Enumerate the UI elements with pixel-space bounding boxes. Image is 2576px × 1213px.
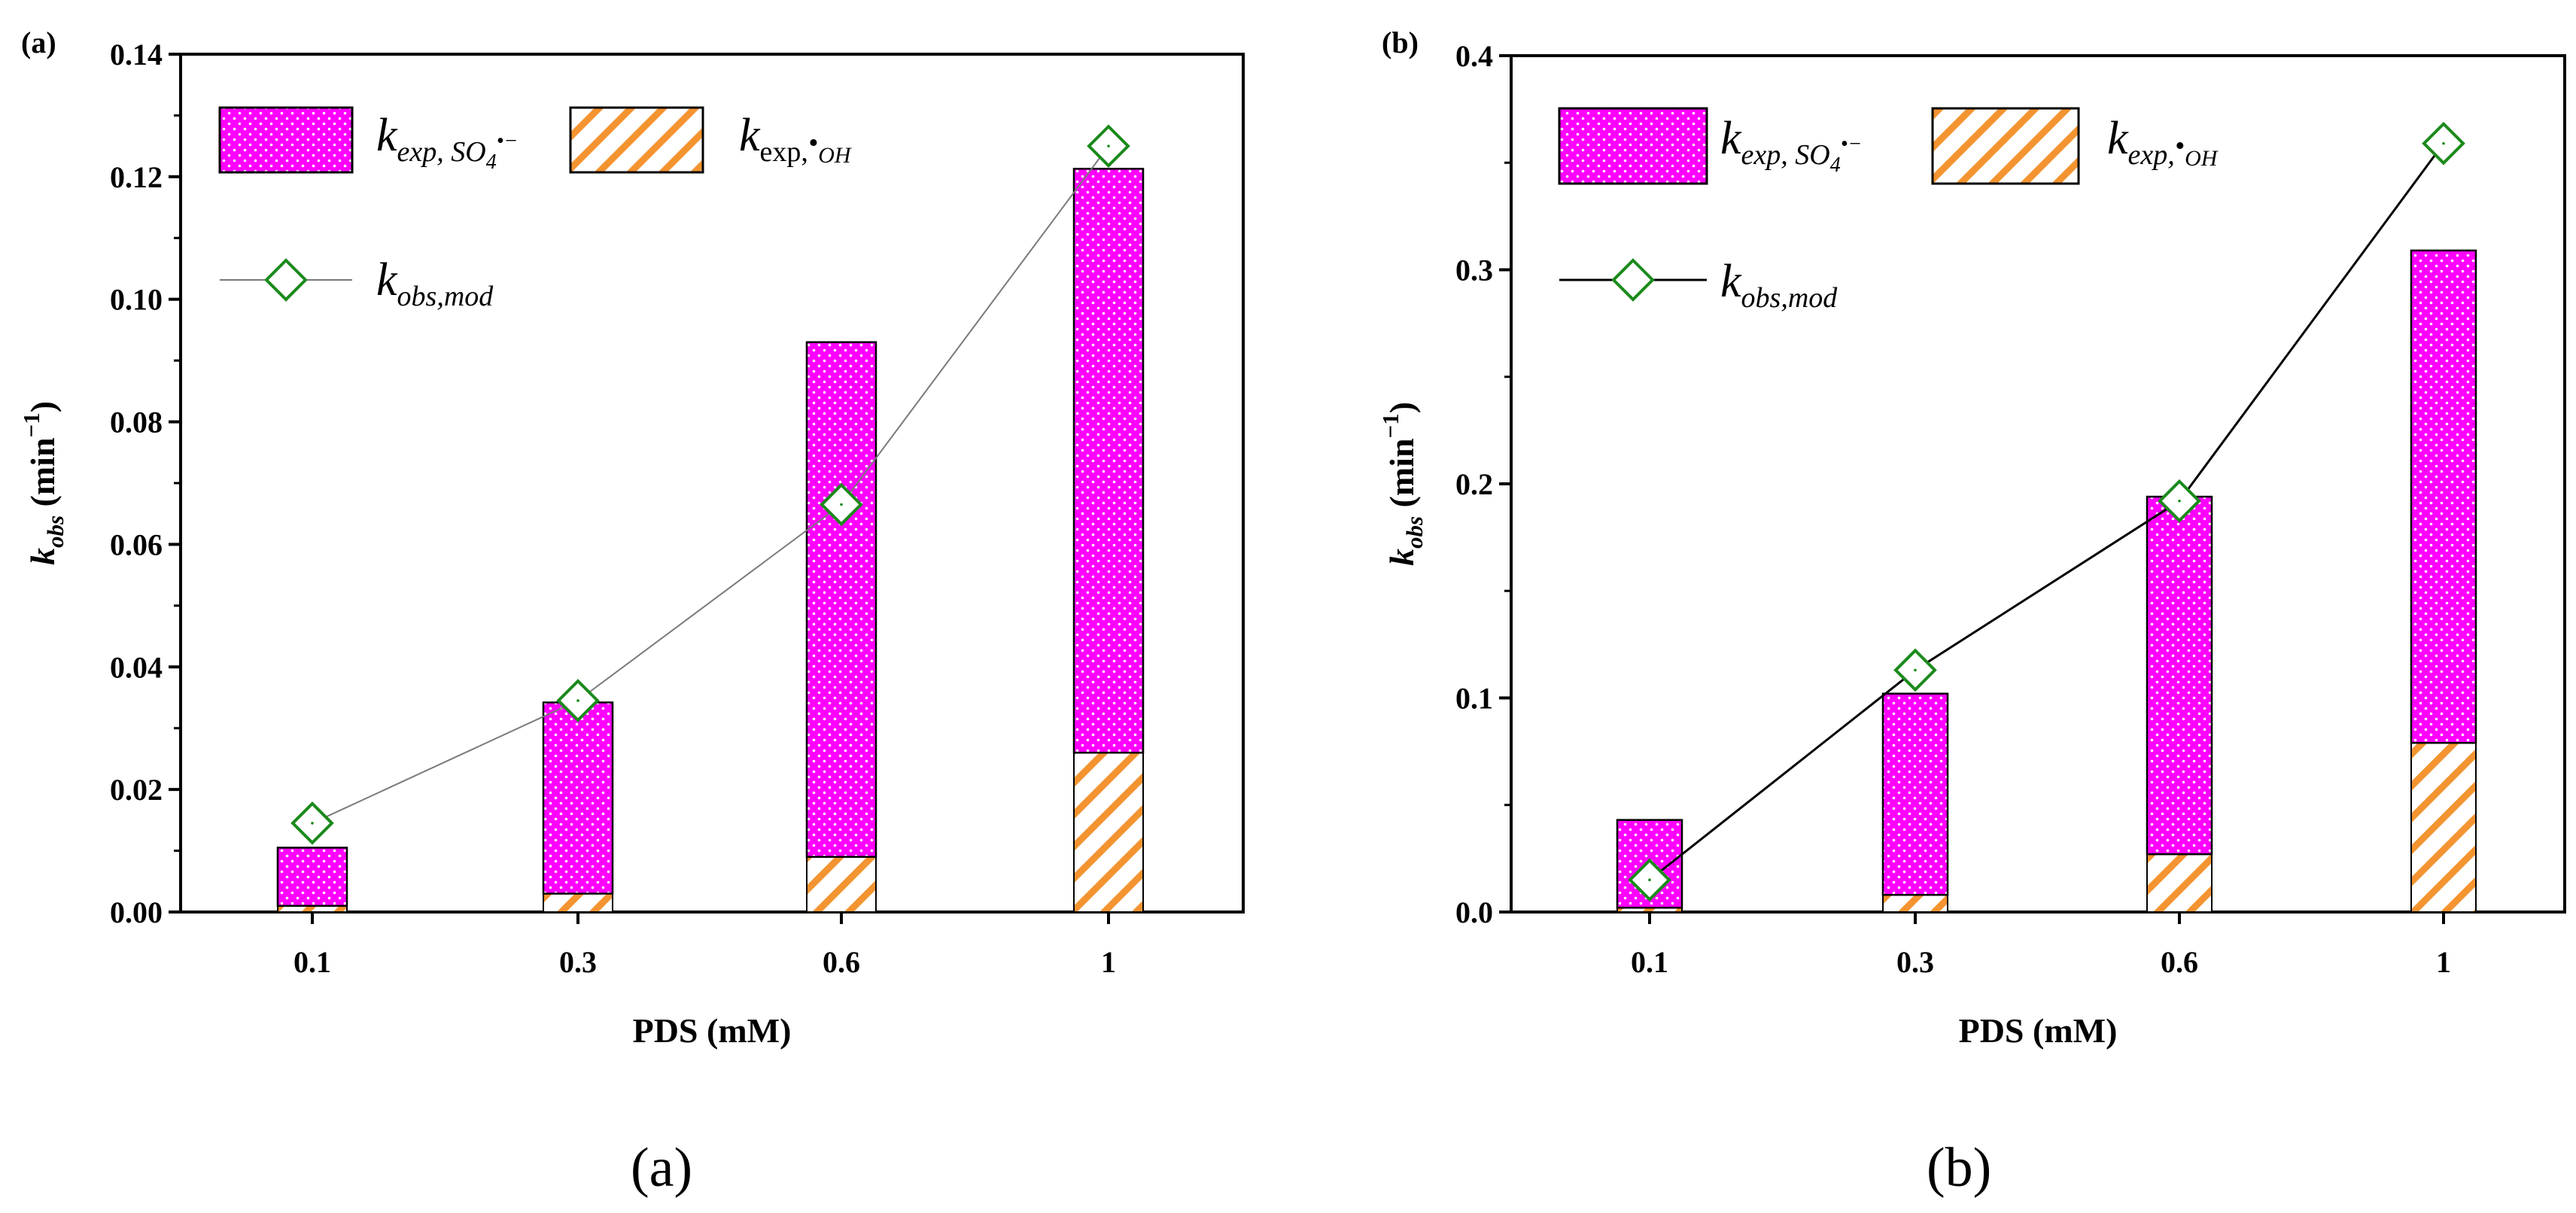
x-tick-label: 0.6 — [2161, 945, 2198, 979]
bar-so4-segment — [2410, 249, 2477, 744]
x-tick-label: 1 — [1101, 945, 1116, 979]
y-tick-label: 0.06 — [110, 527, 163, 561]
panel-a-bars — [276, 168, 1145, 914]
y-tick-label: 0.02 — [110, 773, 163, 807]
x-tick-label: 0.3 — [1896, 945, 1934, 979]
panel-b-line — [1628, 121, 2465, 902]
panel-a: (a) 0.00 0.02 0.04 0.06 0.08 0.10 0.12 0.14 0.1… — [18, 26, 1245, 1199]
kobs-mod-marker-dot — [576, 699, 579, 702]
x-tick-label: 0.6 — [823, 945, 860, 979]
y-tick-label: 0.00 — [110, 895, 163, 929]
panel-a-legend-oh-label: kexp,•OH — [739, 110, 853, 168]
y-tick-label: 0.12 — [110, 160, 163, 194]
panel-b-x-axis-title: PDS (mM) — [1959, 1011, 2118, 1050]
panel-a-legend: kexp, SO4•− kexp,•OH kobs,mod — [218, 106, 853, 312]
kobs-mod-marker-dot — [1107, 144, 1110, 147]
y-tick-label: 0.4 — [1455, 39, 1493, 73]
kobs-mod-marker-dot — [840, 503, 843, 506]
bar-oh-segment — [2410, 742, 2477, 913]
y-tick-label: 0.08 — [110, 406, 163, 439]
panel-b-y-axis-title: kobs (min−1) — [1377, 402, 1428, 566]
bar-oh-segment — [543, 892, 613, 913]
x-tick-label: 0.3 — [559, 945, 597, 979]
panel-a-x-axis-title: PDS (mM) — [633, 1011, 792, 1050]
panel-b-y-axis: 0.0 0.1 0.2 0.3 0.4 — [1455, 39, 1511, 929]
kobs-mod-marker-dot — [1648, 878, 1651, 882]
panel-a-legend-mod-marker — [264, 258, 308, 302]
panel-a-label: (a) — [21, 26, 56, 59]
kobs-mod-marker-dot — [1914, 668, 1917, 672]
panel-a-legend-so4-swatch — [218, 106, 354, 174]
bar-so4-segment — [542, 701, 614, 895]
bar-so4-segment — [1072, 168, 1145, 754]
panel-b-legend: kexp, SO4•− kexp,•OH kobs,mod — [1558, 107, 2219, 314]
kobs-mod-marker-dot — [311, 822, 314, 825]
panel-b-legend-oh-label: kexp,•OH — [2107, 113, 2219, 171]
kobs-mod-marker-dot — [2442, 141, 2445, 145]
bar-so4-segment — [805, 341, 877, 858]
panel-a-x-axis: 0.1 0.3 0.6 1 — [293, 912, 1116, 979]
bar-so4-segment — [2146, 495, 2213, 856]
x-tick-label: 1 — [2436, 945, 2451, 979]
kobs-mod-marker-dot — [2178, 499, 2181, 503]
caption-a: (a) — [631, 1137, 692, 1199]
panel-b-legend-so4-swatch — [1558, 107, 1708, 185]
panel-b-legend-oh-swatch — [1931, 107, 2080, 185]
panel-b-legend-so4-label: kexp, SO4•− — [1720, 113, 1862, 177]
y-tick-label: 0.10 — [110, 283, 163, 317]
panel-a-legend-oh-swatch — [569, 106, 704, 174]
panel-b: (b) 0.0 0.1 0.2 0.3 0.4 0.1 0.3 0.6 1 kobs (min… — [1377, 26, 2566, 1199]
bar-oh-segment — [1882, 894, 1948, 913]
panel-b-legend-mod-label: kobs,mod — [1720, 256, 1838, 314]
panel-a-legend-mod-label: kobs,mod — [376, 254, 494, 312]
bar-so4-segment — [276, 847, 348, 907]
x-tick-label: 0.1 — [1631, 945, 1668, 979]
y-tick-label: 0.1 — [1455, 682, 1493, 716]
panel-a-legend-so4-label: kexp, SO4•− — [376, 110, 518, 174]
bar-oh-segment — [2146, 853, 2213, 914]
y-tick-label: 0.04 — [110, 650, 163, 684]
panel-a-y-axis-title: kobs (min−1) — [18, 401, 68, 565]
panel-b-bars — [1616, 249, 2477, 914]
panel-a-y-axis: 0.00 0.02 0.04 0.06 0.08 0.10 0.12 0.14 — [110, 38, 181, 929]
bar-oh-segment — [1073, 752, 1144, 913]
y-tick-label: 0.2 — [1455, 467, 1493, 501]
kobs-mod-line — [312, 145, 1109, 824]
y-tick-label: 0.0 — [1455, 895, 1493, 929]
panel-b-x-axis: 0.1 0.3 0.6 1 — [1631, 912, 2451, 979]
bar-so4-segment — [1881, 692, 1949, 896]
panel-a-line — [290, 124, 1130, 845]
y-tick-label: 0.14 — [110, 38, 163, 71]
panel-b-legend-mod-marker — [1611, 258, 1655, 302]
kobs-mod-line — [1649, 142, 2445, 881]
x-tick-label: 0.1 — [293, 945, 331, 979]
caption-b: (b) — [1927, 1137, 1991, 1199]
bar-oh-segment — [806, 856, 877, 913]
panel-b-label: (b) — [1382, 26, 1419, 59]
y-tick-label: 0.3 — [1455, 254, 1493, 287]
